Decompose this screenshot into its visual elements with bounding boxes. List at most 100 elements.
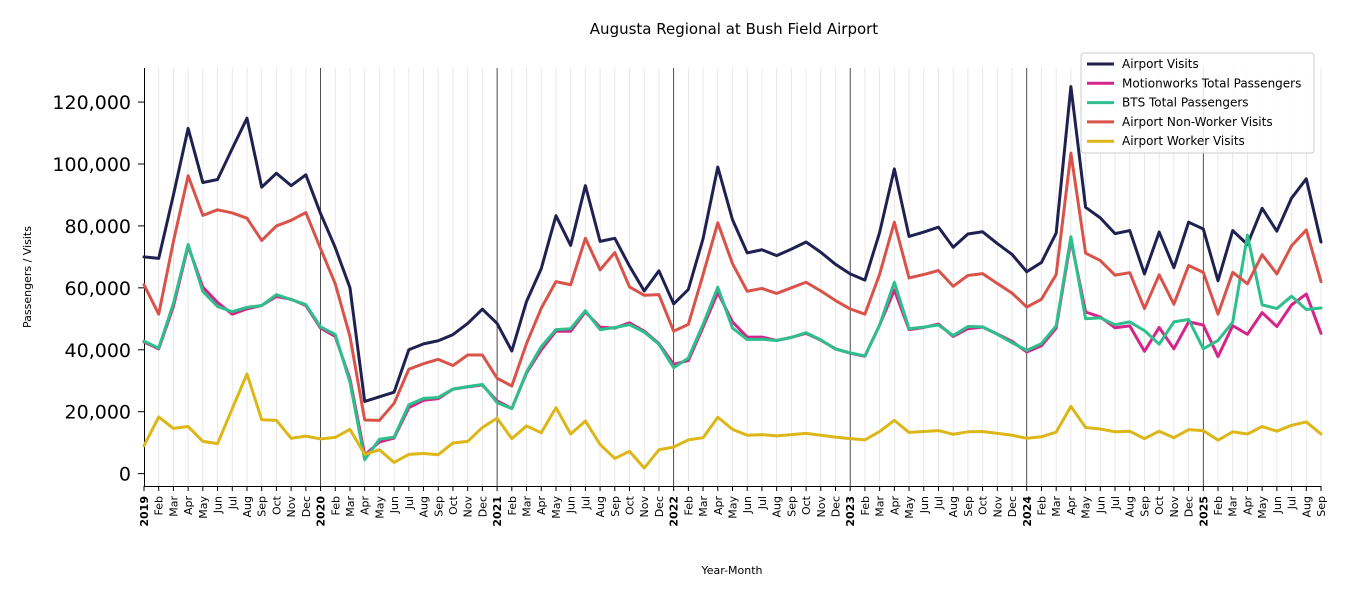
x-tick-label-month: Feb: [1035, 496, 1048, 515]
x-tick-label-month: Sep: [785, 496, 798, 517]
y-tick-label: 100,000: [52, 154, 131, 176]
x-tick-label-year: 2025: [1197, 496, 1210, 527]
x-tick-label-month: Nov: [462, 496, 475, 518]
legend-entry: BTS Total Passengers: [1122, 96, 1249, 110]
x-tick-label-month: Sep: [256, 496, 269, 517]
x-tick-label-year: 2023: [844, 496, 857, 527]
x-tick-label-month: Dec: [829, 496, 842, 517]
x-tick-label-month: Mar: [344, 496, 357, 517]
x-tick-label-month: May: [903, 496, 916, 519]
x-tick-label-month: Mar: [874, 496, 887, 517]
x-tick-label-month: Jun: [741, 496, 754, 514]
x-tick-label-month: May: [550, 496, 563, 519]
x-tick-label-month: Sep: [609, 496, 622, 517]
x-tick-label-month: Aug: [1124, 496, 1137, 517]
x-tick-label-month: May: [1080, 496, 1093, 519]
x-tick-label-month: Dec: [1006, 496, 1019, 517]
x-tick-label-month: Jun: [1271, 496, 1284, 514]
y-tick-label: 60,000: [65, 278, 131, 300]
chart-title: Augusta Regional at Bush Field Airport: [590, 20, 879, 38]
y-tick-label: 120,000: [52, 92, 131, 114]
x-tick-label-month: Aug: [771, 496, 784, 517]
x-tick-label-month: Oct: [1153, 495, 1166, 515]
x-tick-label-month: Mar: [521, 496, 534, 517]
x-tick-label-year: 2019: [138, 496, 151, 527]
x-tick-label-month: Feb: [682, 496, 695, 515]
series-line-airport-non-worker-visits: [142, 151, 1323, 422]
legend-box: [1080, 52, 1315, 154]
x-tick-label-month: Jun: [388, 496, 401, 514]
x-tick-label-month: Sep: [1138, 496, 1151, 517]
x-tick-label-month: Aug: [947, 496, 960, 517]
x-tick-label-month: Jun: [918, 496, 931, 514]
x-tick-label-month: Jul: [403, 496, 416, 510]
legend: Airport Visits Motionworks Total Passenge…: [1080, 52, 1315, 154]
x-tick-label-month: Sep: [432, 496, 445, 517]
x-axis-label: Year-Month: [700, 564, 762, 577]
x-tick-label-month: Aug: [241, 496, 254, 517]
x-tick-label-month: Aug: [418, 496, 431, 517]
legend-entry: Airport Non-Worker Visits: [1122, 115, 1273, 129]
x-tick-label-month: Feb: [329, 496, 342, 515]
x-tick-label-month: Dec: [653, 496, 666, 517]
y-axis-label: Passengers / Visits: [21, 226, 34, 328]
x-tick-label-month: Oct: [800, 495, 813, 515]
x-tick-label-month: Oct: [270, 495, 283, 515]
x-tick-label-month: Nov: [285, 496, 298, 518]
x-tick-label-month: Dec: [1183, 496, 1196, 517]
x-tick-label-month: Jul: [579, 496, 592, 510]
x-ticks: 2019 Feb Mar Apr May Jun Jul Aug Sep Oct Nov Dec 202…: [138, 486, 1328, 527]
x-tick-label-month: Feb: [859, 496, 872, 515]
x-tick-label-month: Dec: [300, 496, 313, 517]
x-tick-label-month: Aug: [594, 496, 607, 517]
x-tick-label-month: May: [727, 496, 740, 519]
x-tick-label-month: Apr: [535, 496, 548, 516]
x-tick-label-month: Jul: [1109, 496, 1122, 510]
y-tick-label: 80,000: [65, 216, 131, 238]
x-tick-label-month: Nov: [991, 496, 1004, 518]
x-tick-label-month: Nov: [815, 496, 828, 518]
x-tick-label-month: Jun: [565, 496, 578, 514]
x-tick-label-month: Dec: [476, 496, 489, 517]
x-tick-label-month: Mar: [1050, 496, 1063, 517]
x-tick-label-month: Mar: [167, 496, 180, 517]
series-line-airport-worker-visits: [142, 372, 1323, 470]
x-tick-label-month: Nov: [638, 496, 651, 518]
x-tick-label-month: Mar: [1227, 496, 1240, 517]
x-tick-label-month: Oct: [624, 495, 637, 515]
legend-entry: Airport Visits: [1122, 57, 1199, 71]
y-tick-label: 40,000: [65, 340, 131, 362]
x-tick-label-year: 2020: [315, 496, 328, 527]
x-tick-label-month: Apr: [182, 496, 195, 516]
x-tick-label-month: Sep: [962, 496, 975, 517]
series-lines: [142, 85, 1323, 470]
x-tick-label-month: Apr: [888, 496, 901, 516]
x-tick-label-month: Nov: [1168, 496, 1181, 518]
x-tick-label-year: 2024: [1021, 496, 1034, 527]
x-tick-label-month: Feb: [1212, 496, 1225, 515]
x-tick-label-month: May: [197, 496, 210, 519]
x-tick-label-month: May: [373, 496, 386, 519]
x-tick-label-month: Sep: [1315, 496, 1328, 517]
y-tick-label: 20,000: [65, 402, 131, 424]
x-tick-label-month: Oct: [447, 495, 460, 515]
x-tick-label-month: Feb: [506, 496, 519, 515]
x-tick-label-month: Feb: [153, 496, 166, 515]
x-tick-label-month: May: [1256, 496, 1269, 519]
x-tick-label-month: Apr: [1241, 496, 1254, 516]
x-tick-label-month: Jun: [212, 496, 225, 514]
x-tick-label-year: 2022: [668, 496, 681, 527]
x-tick-label-month: Jul: [932, 496, 945, 510]
x-tick-label-month: Apr: [1065, 496, 1078, 516]
series-line-bts-total-passengers: [142, 233, 1323, 462]
x-tick-label-month: Jul: [1286, 496, 1299, 510]
x-tick-label-month: Aug: [1300, 496, 1313, 517]
x-tick-label-month: Apr: [359, 496, 372, 516]
series-line-airport-visits: [142, 85, 1323, 403]
x-tick-label-month: Jul: [756, 496, 769, 510]
y-tick-label: 0: [119, 464, 131, 486]
x-tick-label-month: Apr: [712, 496, 725, 516]
x-tick-label-month: Jun: [1094, 496, 1107, 514]
x-tick-label-month: Mar: [697, 496, 710, 517]
